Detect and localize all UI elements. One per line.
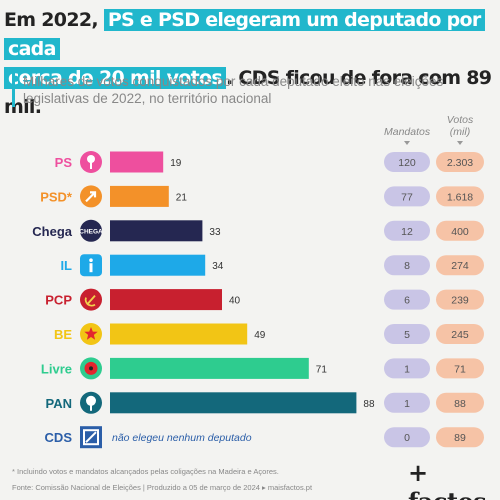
bar bbox=[110, 185, 169, 207]
mandatos-pill bbox=[384, 255, 430, 276]
value-label: 19 bbox=[170, 158, 182, 169]
mandatos-value: 5 bbox=[404, 329, 410, 341]
votos-pill bbox=[436, 358, 484, 379]
chart-subtitle: Milhares de votos conquistados por cada … bbox=[12, 73, 482, 107]
mandatos-pill bbox=[384, 186, 430, 207]
party-label: PCP bbox=[45, 293, 72, 308]
votos-pill bbox=[436, 186, 484, 207]
value-label: 40 bbox=[229, 296, 241, 307]
value-label: 21 bbox=[176, 192, 188, 203]
headline-part1: Em 2022, bbox=[4, 9, 104, 31]
votos-value: 2.303 bbox=[447, 157, 473, 169]
party-row: PAN 88 1 88 bbox=[46, 391, 484, 414]
votos-header-label-2: (mil) bbox=[449, 126, 471, 138]
mandatos-pill bbox=[384, 220, 430, 241]
mandatos-value: 12 bbox=[401, 226, 413, 238]
cds-logo-icon bbox=[80, 426, 102, 449]
votos-pill bbox=[436, 255, 484, 276]
mandatos-value: 1 bbox=[404, 363, 410, 375]
tree-logo-icon bbox=[80, 391, 102, 414]
votos-value: 71 bbox=[454, 363, 466, 375]
votos-pill bbox=[436, 427, 484, 448]
mandatos-value: 8 bbox=[404, 260, 410, 272]
party-row: IL 34 8 274 bbox=[60, 254, 484, 277]
party-row: PCP 40 6 239 bbox=[45, 288, 484, 311]
rose-fist-icon bbox=[80, 151, 102, 173]
svg-text:CHEGA: CHEGA bbox=[79, 228, 103, 235]
votos-pill bbox=[436, 220, 484, 241]
votos-value: 88 bbox=[454, 398, 466, 410]
bar bbox=[110, 392, 357, 414]
party-label: PAN bbox=[46, 396, 72, 411]
votos-pill bbox=[436, 392, 484, 413]
footnotes: * Incluindo votos e mandatos alcançados … bbox=[12, 467, 312, 492]
headline: Em 2022, PS e PSD elegeram um deputado p… bbox=[4, 6, 496, 122]
party-row: Chega CHEGA 33 12 400 bbox=[32, 219, 484, 242]
party-label: CDS bbox=[45, 430, 73, 445]
bar bbox=[110, 220, 203, 242]
mandatos-value: 1 bbox=[404, 398, 410, 410]
votos-pill bbox=[436, 289, 484, 310]
column-header-mandatos: Mandatos bbox=[384, 126, 430, 145]
value-label: 33 bbox=[209, 227, 221, 238]
votos-value: 400 bbox=[451, 226, 469, 238]
poppy-logo-icon bbox=[80, 357, 102, 380]
footnote-source: Fonte: Comissão Nacional de Eleições | P… bbox=[12, 483, 313, 492]
votos-value: 245 bbox=[451, 329, 469, 341]
down-triangle-icon bbox=[404, 141, 410, 145]
cds-note: não elegeu nenhum deputado bbox=[112, 432, 252, 444]
mandatos-pill bbox=[384, 324, 430, 344]
hammer-sickle-icon bbox=[80, 288, 102, 311]
column-header-votos: Votos (mil) bbox=[436, 114, 484, 145]
value-label: 49 bbox=[254, 330, 266, 341]
il-logo-icon bbox=[80, 254, 102, 277]
party-label: Chega bbox=[32, 224, 73, 239]
bar bbox=[110, 151, 164, 173]
value-label: 88 bbox=[363, 399, 375, 410]
party-row: PS 19 120 2.303 bbox=[55, 151, 484, 173]
mandatos-header-label: Mandatos bbox=[384, 126, 431, 138]
votos-value: 89 bbox=[454, 432, 466, 444]
bar bbox=[110, 357, 309, 379]
star-logo-icon bbox=[80, 323, 102, 345]
mandatos-value: 120 bbox=[398, 157, 416, 169]
votos-pill bbox=[436, 152, 484, 172]
party-row: Livre 71 1 71 bbox=[41, 357, 484, 380]
mandatos-value: 77 bbox=[401, 191, 413, 203]
votos-value: 274 bbox=[451, 260, 469, 272]
party-label: PS bbox=[55, 155, 73, 170]
party-row: PSD* 21 77 1.618 bbox=[40, 185, 484, 208]
votos-pill bbox=[436, 324, 484, 344]
bar bbox=[110, 289, 222, 311]
mandatos-pill bbox=[384, 289, 430, 310]
bar bbox=[110, 254, 206, 276]
party-label: PSD* bbox=[40, 189, 73, 204]
mandatos-pill bbox=[384, 358, 430, 379]
footnote-coalitions: * Incluindo votos e mandatos alcançados … bbox=[12, 467, 279, 476]
mandatos-value: 6 bbox=[404, 295, 410, 307]
value-label: 71 bbox=[316, 364, 328, 375]
votos-value: 239 bbox=[451, 295, 469, 307]
votos-value: 1.618 bbox=[447, 191, 473, 203]
brand-logo: + factos bbox=[408, 458, 487, 500]
party-label: Livre bbox=[41, 361, 72, 376]
mandatos-pill bbox=[384, 152, 430, 172]
party-row: BE 49 5 245 bbox=[54, 323, 484, 345]
party-label: IL bbox=[60, 258, 72, 273]
party-row: CDS não elegeu nenhum deputado 0 89 bbox=[45, 426, 484, 449]
mandatos-pill bbox=[384, 427, 430, 448]
votos-header-label-1: Votos bbox=[446, 114, 474, 126]
down-triangle-icon bbox=[457, 141, 463, 145]
headline-highlight-2: cerca de 20 mil votos bbox=[4, 67, 226, 89]
party-label: BE bbox=[54, 327, 72, 342]
mandatos-pill bbox=[384, 392, 430, 413]
bar bbox=[110, 323, 248, 345]
arrow-logo-icon bbox=[80, 185, 102, 208]
mandatos-value: 0 bbox=[404, 432, 410, 444]
chega-logo-icon: CHEGA bbox=[79, 219, 103, 242]
value-label: 34 bbox=[212, 261, 224, 272]
